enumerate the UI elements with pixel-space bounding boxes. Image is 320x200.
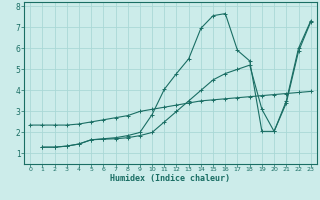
X-axis label: Humidex (Indice chaleur): Humidex (Indice chaleur) — [110, 174, 230, 183]
